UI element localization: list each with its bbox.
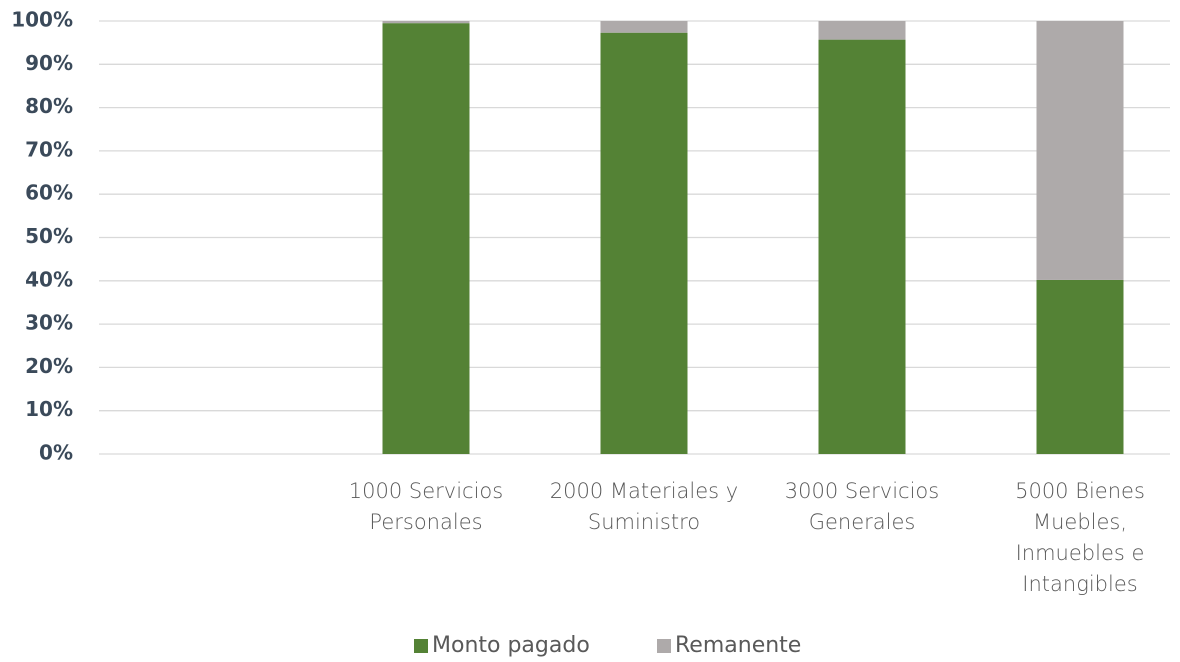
bar-segment [818,39,906,455]
x-tick-label: 2000 Materiales y Suministro [549,479,739,534]
bar-segment [600,21,688,33]
bar-segment [600,32,688,454]
y-tick-label: 90% [25,51,73,75]
legend-swatch [657,638,671,653]
y-tick-label: 40% [25,267,73,291]
x-tick-label: 5000 Bienes Muebles, Inmuebles e Intangi… [1015,479,1145,596]
bar-segment [382,21,470,24]
y-tick-label: 70% [25,137,73,161]
y-tick-label: 60% [25,181,73,205]
bar-segment [1036,279,1124,454]
bar-segment [1036,21,1124,280]
y-tick-label: 30% [25,311,73,335]
legend-label: Remanente [675,633,802,658]
legend-item: Remanente [657,633,801,658]
y-tick-label: 100% [11,8,73,32]
y-tick-label: 10% [25,397,73,421]
y-tick-label: 20% [25,354,73,378]
y-tick-label: 80% [25,94,73,118]
legend-item: Monto pagado [414,633,590,658]
legend-label: Monto pagado [432,633,590,658]
y-tick-label: 50% [25,224,73,248]
bar-segment [382,23,470,454]
y-tick-label: 0% [39,441,73,465]
x-tick-label: 1000 Servicios Personales [348,479,504,534]
bar-segment [818,21,906,40]
x-tick-label: 3000 Servicios Generales [784,479,940,534]
legend-swatch [414,638,428,653]
